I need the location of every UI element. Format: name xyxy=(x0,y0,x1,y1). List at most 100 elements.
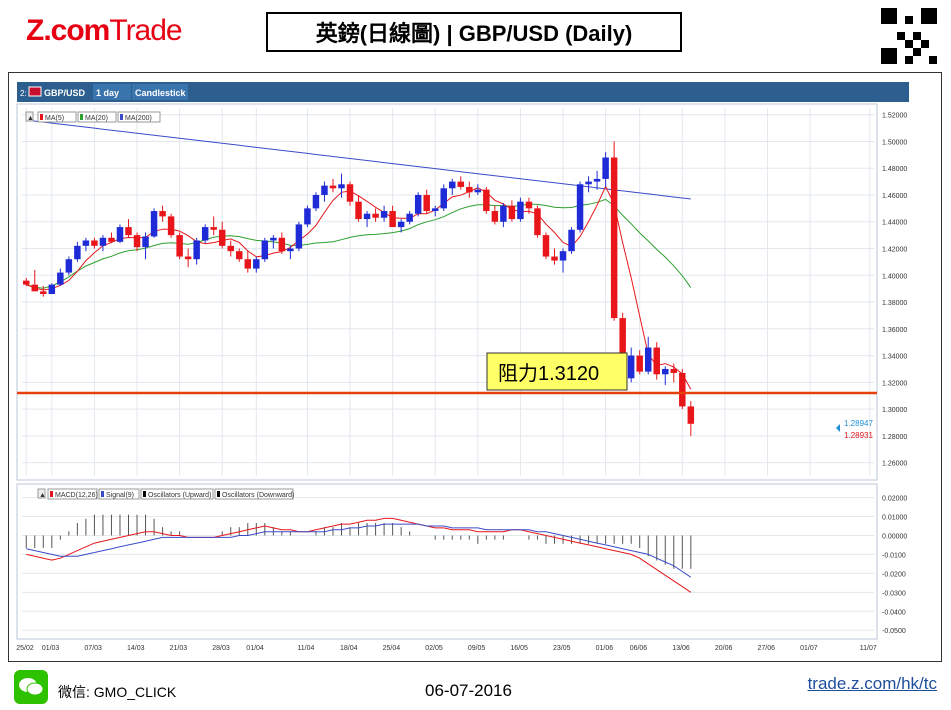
x-tick-label: 02/05 xyxy=(425,645,443,652)
main-legend: ▲ MA(5) MA(20) MA(200) xyxy=(25,111,161,123)
gbpusd-daily-chart: 2: GBP/USD 1 day Candlestick 1.52000 1.50… xyxy=(16,82,909,652)
candle-body xyxy=(508,205,516,220)
candle-body xyxy=(576,184,584,230)
candle-body xyxy=(142,236,149,248)
toolbar-interval[interactable]: 1 day xyxy=(96,88,119,98)
candle-body xyxy=(687,406,695,424)
candle-body xyxy=(133,235,141,248)
price-tick-label: 1.30000 xyxy=(882,407,907,414)
candle-body xyxy=(338,184,345,189)
chart-toolbar xyxy=(17,82,909,102)
osc-tick-label: -0.0300 xyxy=(882,590,906,597)
legend-ma200: MA(200) xyxy=(125,115,152,122)
candle-body xyxy=(201,227,209,241)
candle-body xyxy=(525,201,533,209)
x-tick-label: 07/03 xyxy=(84,645,102,652)
wechat-icon xyxy=(14,670,48,704)
candle-body xyxy=(329,185,337,189)
candle-body xyxy=(389,211,396,228)
price-tick-label: 1.36000 xyxy=(882,327,907,334)
x-tick-label: 09/05 xyxy=(468,645,486,652)
candle-body xyxy=(91,240,98,246)
candle-body xyxy=(440,188,447,209)
x-tick-label: 21/03 xyxy=(170,645,188,652)
toolbar-symbol[interactable]: GBP/USD xyxy=(44,88,86,98)
candle-body xyxy=(653,347,660,375)
legend-macd: MACD(12,26) xyxy=(55,492,98,499)
x-tick-label: 01/06 xyxy=(596,645,614,652)
x-tick-label: 25/02 xyxy=(16,645,34,652)
oscillator-legend: ▲ MACD(12,26) Signal(9) Oscillators (Upw… xyxy=(37,488,294,500)
x-tick-label: 11/07 xyxy=(860,645,877,652)
candle-body xyxy=(31,284,39,292)
candle-body xyxy=(167,216,175,236)
candle-body xyxy=(176,235,183,257)
candle-body xyxy=(474,189,482,193)
candle-body xyxy=(414,194,422,214)
candle-body xyxy=(491,211,499,222)
candle-body xyxy=(321,185,328,195)
candle-body xyxy=(227,245,234,252)
candle-body xyxy=(662,368,669,375)
legend-ma5: MA(5) xyxy=(45,115,64,122)
candle-body xyxy=(466,186,473,193)
candle-body xyxy=(380,211,388,218)
candle-body xyxy=(534,208,541,236)
osc-tick-label: -0.0400 xyxy=(882,609,906,616)
osc-tick-label: -0.0200 xyxy=(882,571,906,578)
toolbar-chart-style-button[interactable] xyxy=(132,84,188,100)
zcom-trade-logo: Z.comTrade xyxy=(26,14,183,47)
legend-osc-up: Oscillators (Upward) xyxy=(148,492,211,499)
svg-text:▲: ▲ xyxy=(39,492,46,499)
price-tick-label: 1.26000 xyxy=(882,461,907,468)
osc-tick-label: -0.0100 xyxy=(882,552,906,559)
price-panel xyxy=(16,103,878,481)
candle-body xyxy=(312,194,320,209)
x-tick-label: 01/04 xyxy=(246,645,264,652)
candle-body xyxy=(116,227,124,242)
x-tick-label: 13/06 xyxy=(672,645,690,652)
price-tick-label: 1.48000 xyxy=(882,166,907,173)
resistance-label-box xyxy=(486,352,628,391)
candle-body xyxy=(270,237,277,241)
resistance-label: 阻力1.3120 xyxy=(498,362,599,385)
candle-body xyxy=(57,272,64,285)
candle-body xyxy=(261,240,269,260)
candle-body xyxy=(48,284,56,295)
candle-body xyxy=(193,240,200,260)
candle-body xyxy=(636,355,643,372)
x-tick-label: 25/04 xyxy=(383,645,401,652)
page-title: 英鎊(日線圖) | GBP/USD (Daily) xyxy=(266,12,682,52)
toolbar-index: 2: xyxy=(20,89,27,98)
report-date: 06-07-2016 xyxy=(425,681,512,700)
candle-body xyxy=(517,201,524,220)
legend-ma20: MA(20) xyxy=(85,115,108,122)
candle-body xyxy=(542,235,550,257)
price-tick-label: 1.52000 xyxy=(882,113,907,120)
oscillator-panel xyxy=(16,483,878,640)
candle-body xyxy=(295,224,303,249)
wechat-account: 微信: GMO_CLICK xyxy=(58,684,177,700)
website-link[interactable]: trade.z.com/hk/tc xyxy=(807,674,937,693)
candle-body xyxy=(372,213,379,218)
price-tick-label: 1.42000 xyxy=(882,247,907,254)
x-tick-label: 06/06 xyxy=(630,645,648,652)
osc-tick-label: 0.00000 xyxy=(882,533,907,540)
x-tick-label: 27/06 xyxy=(758,645,776,652)
candle-body xyxy=(150,211,158,237)
price-tick-label: 1.34000 xyxy=(882,354,907,361)
candle-body xyxy=(551,256,558,261)
price-tick-label: 1.32000 xyxy=(882,380,907,387)
candle-body xyxy=(679,372,686,407)
candle-body xyxy=(610,157,618,319)
candle-body xyxy=(423,194,430,212)
toolbar-interval-button[interactable] xyxy=(93,84,131,100)
candle-body xyxy=(500,205,507,222)
candle-body xyxy=(457,181,465,187)
candle-body xyxy=(619,318,626,379)
x-tick-label: 23/05 xyxy=(553,645,571,652)
candle-body xyxy=(159,211,166,217)
candle-body xyxy=(483,189,490,212)
toolbar-chart-style[interactable]: Candlestick xyxy=(135,88,187,98)
candle-body xyxy=(593,178,601,182)
